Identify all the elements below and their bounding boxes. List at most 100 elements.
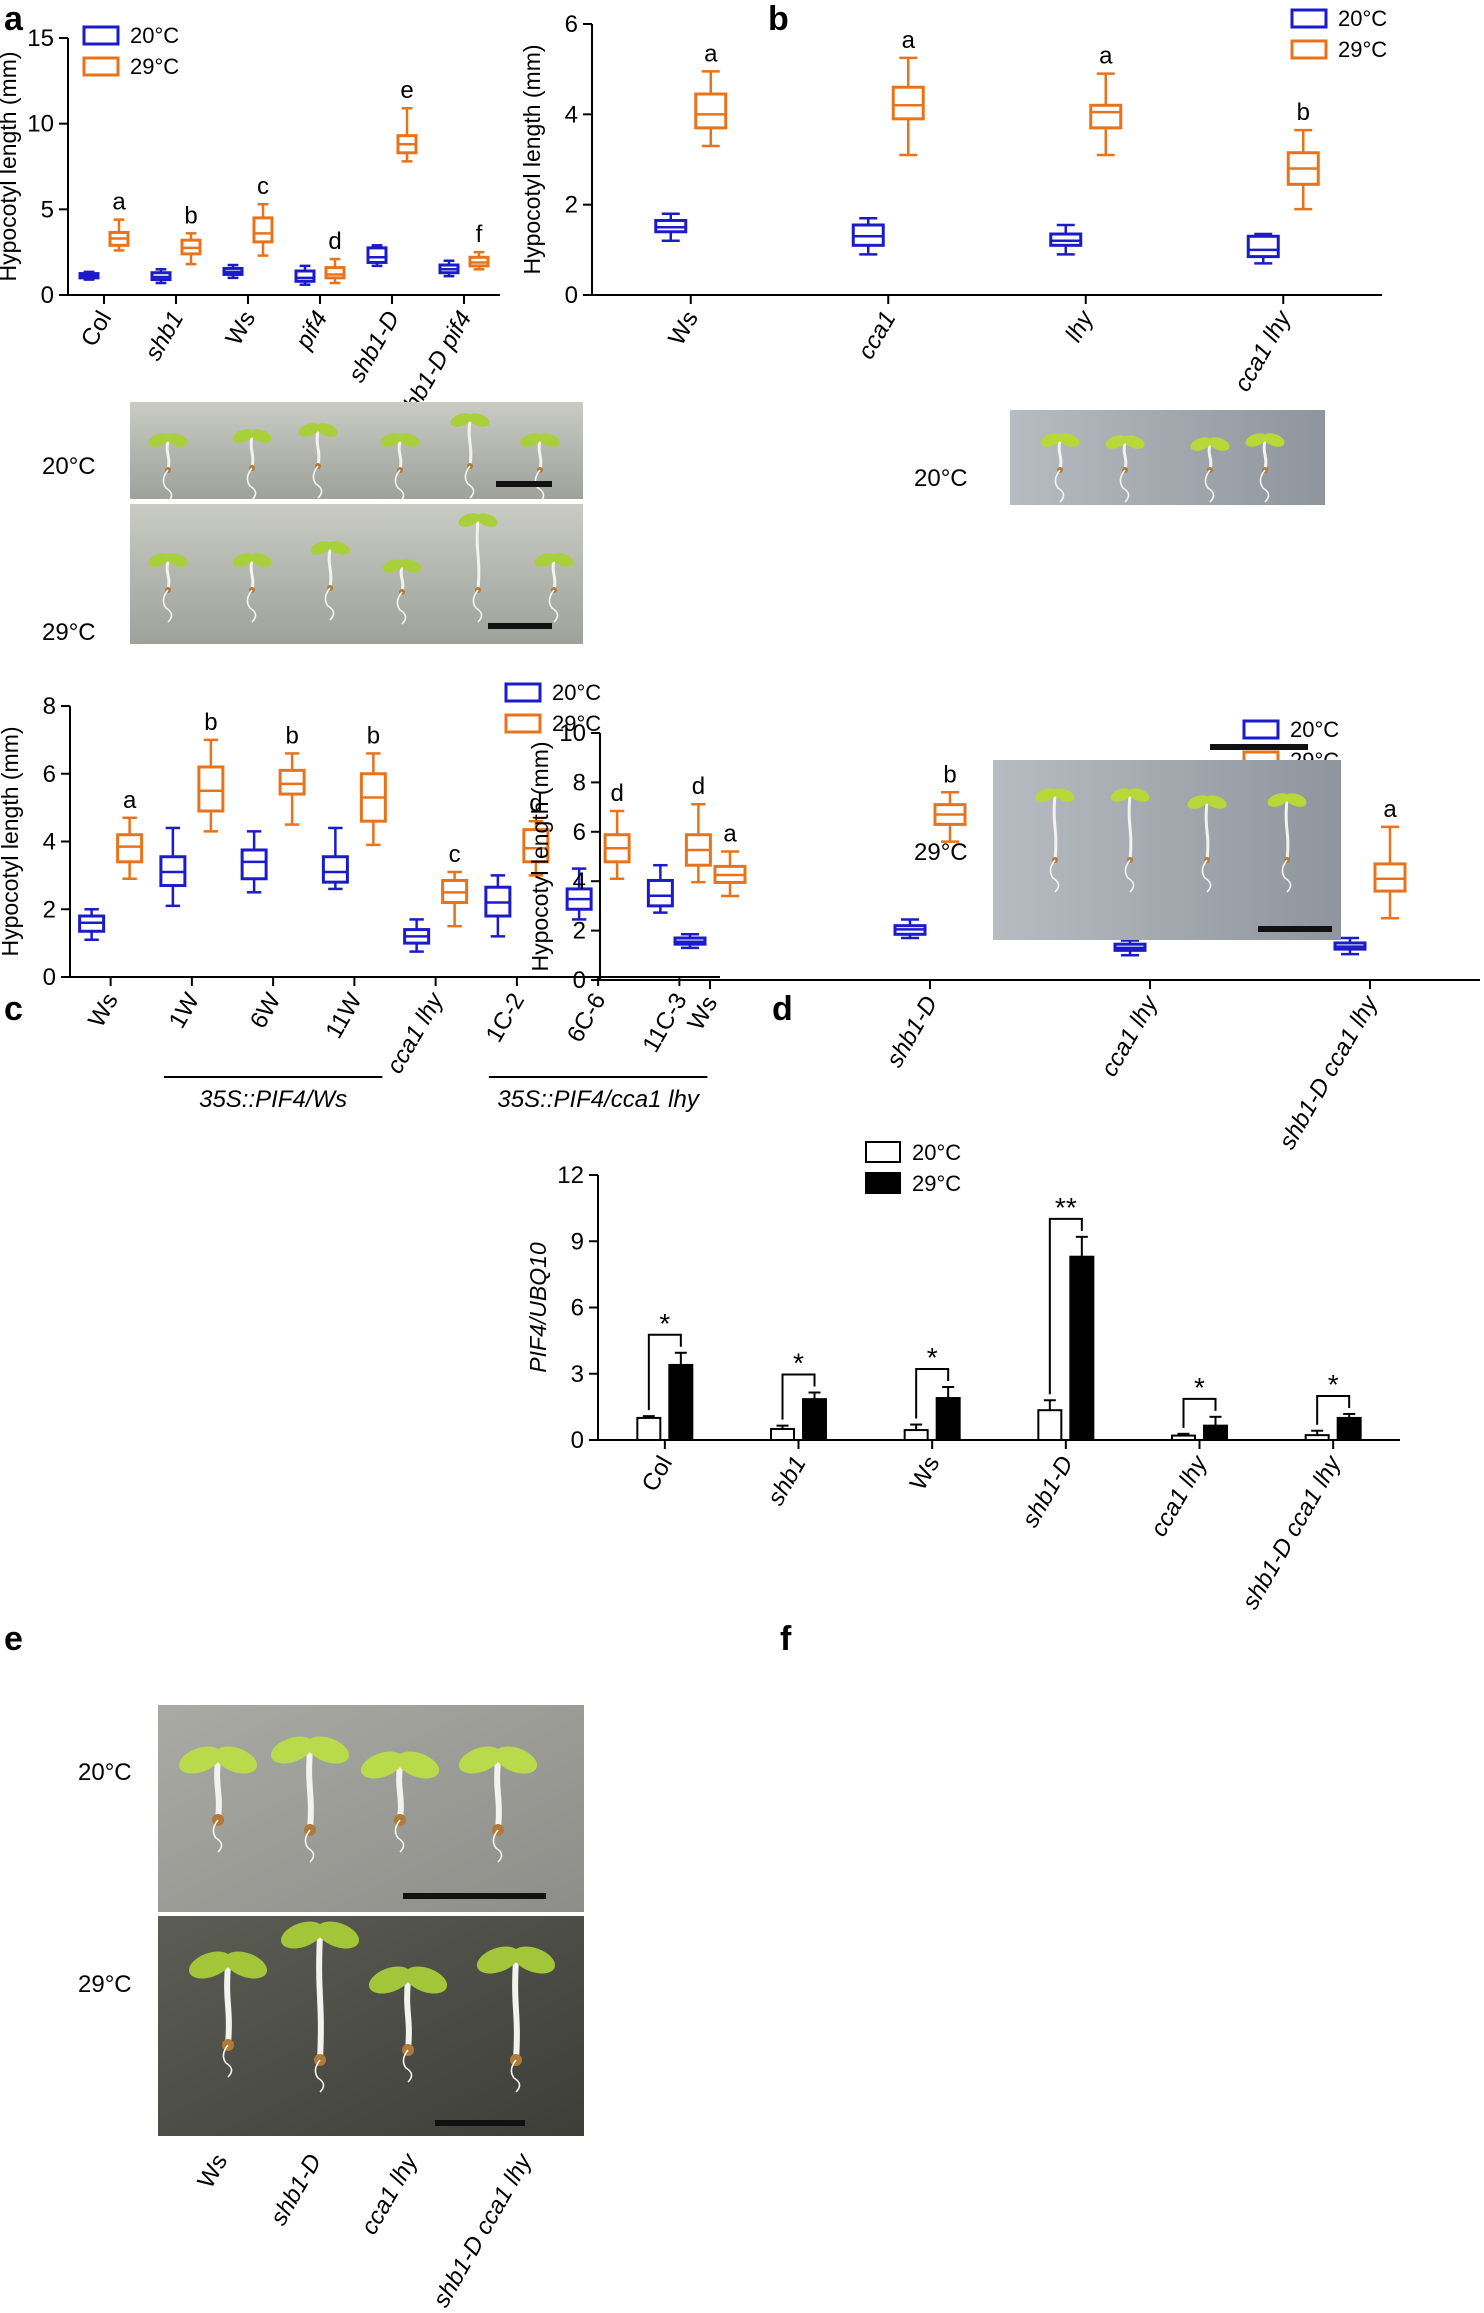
box	[116, 833, 144, 864]
x-tick-label: shb1-D cca1 lhy	[1274, 990, 1384, 1154]
cotyledon	[250, 429, 272, 443]
panel-label-f: f	[780, 1620, 792, 1658]
box-plot	[468, 250, 490, 271]
y-axis-title: Hypocotyl length (mm)	[0, 726, 23, 956]
legend-swatch	[1242, 719, 1280, 740]
hypocotyl	[494, 1759, 502, 1831]
y-tick-label: 6	[43, 761, 56, 788]
hypocotyl	[316, 1934, 324, 2061]
box-plot	[1246, 232, 1280, 265]
box-plot	[1333, 936, 1367, 956]
scale-bar	[403, 1893, 546, 1899]
significance-marker: *	[793, 1348, 804, 1379]
seedling	[310, 541, 350, 621]
cotyledon	[368, 1966, 412, 1994]
significance-letter: d	[328, 228, 341, 255]
box-plot	[933, 791, 967, 843]
legend-swatch	[1290, 39, 1328, 60]
significance-bracket	[915, 1368, 950, 1419]
bar	[903, 1429, 929, 1441]
photo-e-category-label: shb1-D	[265, 2150, 327, 2231]
x-tick-label: cca1 lhy	[381, 987, 449, 1078]
cotyledon	[1187, 795, 1209, 809]
box	[891, 85, 925, 121]
box-plot	[603, 809, 631, 881]
box-plot	[240, 830, 268, 894]
photo-panel-b: 20°C 29°C	[914, 410, 1341, 940]
cotyledon	[396, 1751, 440, 1779]
hypocotyl	[1262, 439, 1268, 471]
significance-bracket	[781, 1373, 816, 1420]
seedling	[1267, 793, 1307, 893]
cotyledon	[360, 1751, 404, 1779]
root	[1204, 469, 1215, 503]
legend-label: 29°C	[1338, 37, 1387, 62]
box-plot	[324, 257, 346, 285]
cotyledon	[1245, 433, 1267, 447]
significance-letter: e	[400, 77, 413, 104]
box-plot	[654, 212, 688, 243]
x-tick-label: 11W	[320, 988, 367, 1043]
cotyledon	[468, 413, 490, 427]
seedling	[1040, 433, 1080, 503]
legend-label: 29°C	[552, 711, 601, 736]
scale-bar	[488, 623, 552, 629]
box-plot	[150, 268, 172, 285]
bar	[1304, 1434, 1330, 1442]
seedling	[450, 413, 490, 499]
significance-marker: *	[927, 1342, 938, 1373]
root	[394, 469, 405, 503]
cotyledon	[1053, 788, 1075, 802]
bar	[935, 1397, 961, 1441]
cotyledon	[1128, 788, 1150, 802]
photo-e-category-labels: Ws shb1-D cca1 lhy shb1-D cca1 lhy	[192, 2148, 538, 2312]
box-plot	[684, 802, 712, 884]
x-tick-label: cca1	[853, 307, 902, 364]
significance-marker: *	[1194, 1372, 1205, 1403]
cotyledon	[1285, 793, 1307, 807]
y-tick-label: 10	[27, 111, 54, 138]
significance-letter: a	[723, 821, 737, 848]
box-plot	[893, 918, 927, 940]
photo-a-bottom-label: 29°C	[42, 619, 96, 646]
hypocotyl	[224, 1964, 232, 2046]
root	[312, 465, 323, 499]
y-tick-label: 4	[573, 868, 586, 895]
x-tick-label: 6W	[245, 988, 287, 1033]
significance-bracket	[1048, 1217, 1083, 1395]
x-tick-label: pif4	[290, 307, 333, 355]
chart-a: 0 5 10 15 Hypocotyl length (mm) Col shb1 Ws pif4…	[0, 23, 500, 426]
cotyledon	[188, 1951, 232, 1979]
chart-f: 0 3 6 9 12 PIF4/UBQ10 Col shb1 Ws shb1-D cca1 lhy s…	[525, 1140, 1400, 1614]
x-tick-label: cca1 lhy	[1145, 1450, 1213, 1541]
seedling	[1190, 437, 1230, 503]
cotyledon	[1040, 433, 1062, 447]
y-tick-label: 0	[573, 967, 586, 994]
box	[278, 768, 306, 796]
seedling	[534, 553, 574, 623]
hypocotyl	[315, 429, 321, 467]
seedling	[520, 433, 560, 503]
bar	[1069, 1255, 1095, 1442]
y-tick-label: 9	[571, 1228, 584, 1255]
seedling-photo-b-20	[1010, 410, 1325, 505]
y-tick-label: 0	[41, 282, 54, 309]
panel-label-d: d	[772, 990, 793, 1028]
significance-bracket	[647, 1333, 682, 1411]
box-plot	[438, 259, 460, 278]
cotyledon	[382, 559, 404, 573]
legend-swatch	[865, 1172, 901, 1194]
x-tick-label: Col	[637, 1452, 678, 1497]
x-tick-label: shb1	[140, 307, 189, 366]
y-axis-title: Hypocotyl length (mm)	[527, 741, 553, 971]
box	[252, 216, 274, 244]
significance-letter: b	[1297, 99, 1310, 126]
cotyledon	[1190, 437, 1212, 451]
photo-b-bottom-label: 29°C	[914, 839, 968, 866]
cotyledon	[1205, 795, 1227, 809]
box-plot	[108, 218, 130, 252]
significance-letter: b	[285, 722, 298, 749]
cotyledon	[1263, 433, 1285, 447]
root	[1281, 859, 1292, 893]
x-tick-label: shb1	[762, 1452, 811, 1511]
